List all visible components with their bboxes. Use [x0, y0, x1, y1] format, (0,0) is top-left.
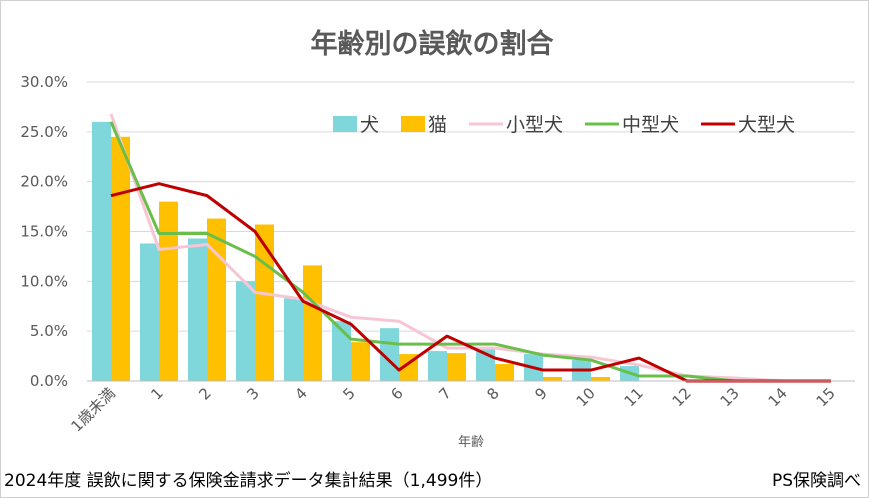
legend: 犬 猫 小型犬 中型犬 大型犬: [333, 114, 795, 136]
x-tick-label: 12: [669, 384, 695, 410]
bar-猫-5: [351, 342, 370, 381]
x-tick-label: 13: [717, 384, 743, 410]
x-tick-label: 11: [621, 384, 647, 410]
bar-猫-10: [591, 377, 610, 381]
line-中型犬: [109, 121, 831, 383]
x-tick-label: 3: [243, 384, 262, 403]
bar-猫-9: [543, 377, 562, 381]
bar-猫-1: [159, 201, 178, 381]
bar-series: [92, 121, 639, 381]
x-axis-label: 年齢: [458, 435, 484, 450]
y-tick-label: 25.0%: [20, 123, 68, 141]
legend-label-中型犬: 中型犬: [622, 114, 679, 136]
legend-label-大型犬: 大型犬: [738, 114, 795, 136]
x-axis-ticks: 1歳未満 1 2 3 4 5 6 7 8 9 10 11 12 13 14 15: [68, 384, 839, 435]
bar-猫-2: [207, 218, 226, 381]
bar-猫-3: [255, 224, 274, 381]
bar-猫-7: [447, 353, 466, 381]
footer-source: 2024年度 誤飲に関する保険金請求データ集計結果（1,499件）: [4, 471, 493, 491]
footer-credit: PS保険調べ: [771, 471, 861, 491]
bar-猫-8: [495, 364, 514, 381]
y-axis-ticks: 0.0% 5.0% 10.0% 15.0% 20.0% 25.0% 30.0%: [20, 73, 68, 390]
bar-犬-1: [140, 243, 159, 381]
y-tick-label: 20.0%: [20, 173, 68, 191]
y-tick-label: 10.0%: [20, 272, 68, 290]
x-tick-label: 5: [339, 384, 358, 403]
bar-猫-4: [303, 265, 322, 381]
bar-犬-7: [428, 351, 447, 381]
x-tick-label: 4: [291, 384, 310, 403]
x-tick-label: 7: [435, 384, 454, 403]
bar-犬-3: [236, 281, 255, 381]
x-tick-label: 6: [387, 384, 406, 403]
x-tick-label: 14: [765, 384, 791, 410]
x-tick-label: 10: [573, 384, 599, 410]
legend-label-犬: 犬: [360, 114, 379, 136]
x-tick-label: 1: [147, 384, 166, 403]
x-tick-label: 1歳未満: [68, 384, 119, 435]
bar-犬-2: [188, 238, 207, 381]
bar-猫-1歳未満: [111, 136, 130, 381]
x-tick-label: 8: [483, 384, 502, 403]
bar-犬-4: [284, 298, 303, 381]
chart-title: 年齢別の誤飲の割合: [311, 28, 554, 60]
x-tick-label: 15: [813, 384, 839, 410]
bar-犬-1歳未満: [92, 121, 111, 381]
legend-label-猫: 猫: [428, 114, 447, 136]
y-tick-label: 0.0%: [30, 372, 68, 390]
y-tick-label: 30.0%: [20, 73, 68, 91]
x-tick-label: 2: [195, 384, 214, 403]
x-tick-label: 9: [531, 384, 550, 403]
legend-label-小型犬: 小型犬: [506, 114, 563, 136]
legend-swatch-犬: [333, 116, 357, 132]
y-tick-label: 5.0%: [30, 322, 68, 340]
y-tick-label: 15.0%: [20, 223, 68, 241]
legend-swatch-猫: [401, 116, 425, 132]
